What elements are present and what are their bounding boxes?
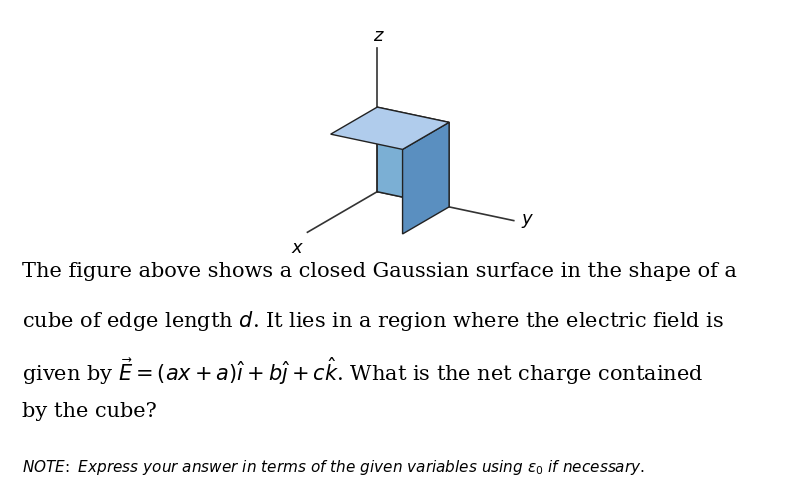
Text: cube of edge length $d$. It lies in a region where the electric field is: cube of edge length $d$. It lies in a re…	[22, 309, 725, 333]
Text: $\it{NOTE\!:}$ $\it{Express\ your\ answer\ in\ terms\ of\ the\ given\ variables\: $\it{NOTE\!:}$ $\it{Express\ your\ answe…	[22, 458, 646, 477]
Text: $z$: $z$	[372, 27, 384, 45]
Text: $y$: $y$	[521, 211, 534, 229]
Text: $x$: $x$	[292, 239, 304, 257]
Text: by the cube?: by the cube?	[22, 402, 157, 421]
Polygon shape	[331, 107, 449, 149]
Polygon shape	[377, 107, 449, 207]
Text: given by $\vec{E} = (ax + a)\hat{\imath} + b\hat{\jmath} + c\hat{k}$. What is th: given by $\vec{E} = (ax + a)\hat{\imath}…	[22, 355, 704, 387]
Polygon shape	[403, 122, 449, 234]
Text: The figure above shows a closed Gaussian surface in the shape of a: The figure above shows a closed Gaussian…	[22, 262, 737, 281]
